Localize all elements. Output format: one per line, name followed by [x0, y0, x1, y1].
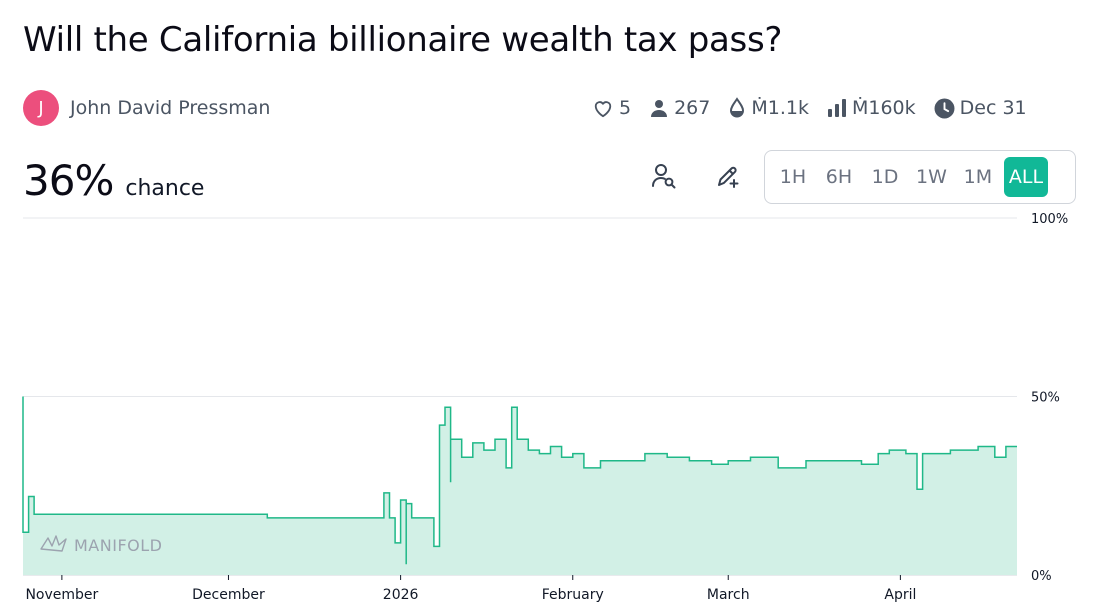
range-1d-button[interactable]: 1D — [871, 166, 899, 188]
add-annotation-button[interactable] — [712, 162, 744, 194]
time-range-selector: 1H 6H 1D 1W 1M ALL — [764, 150, 1076, 204]
clock-icon — [934, 98, 955, 119]
traders-count: 267 — [674, 97, 711, 119]
range-1w-button[interactable]: 1W — [916, 166, 947, 188]
search-trader-button[interactable] — [648, 162, 680, 194]
traders-stat[interactable]: 267 — [649, 97, 710, 119]
y-tick-label: 100% — [1031, 212, 1068, 227]
range-1h-button[interactable]: 1H — [779, 166, 807, 188]
x-tick-label: 2026 — [383, 587, 419, 603]
user-icon — [649, 98, 669, 118]
droplet-icon — [728, 97, 746, 119]
probability-value: 36% — [23, 156, 114, 205]
author-name[interactable]: John David Pressman — [70, 97, 271, 119]
range-1m-button[interactable]: 1M — [963, 166, 993, 188]
probability-label: chance — [125, 176, 205, 201]
likes-stat[interactable]: 5 — [592, 97, 631, 119]
probability-display: 36% chance — [23, 156, 204, 205]
volume-stat[interactable]: Ṁ160k — [827, 97, 916, 119]
range-6h-button[interactable]: 6H — [825, 166, 853, 188]
x-tick-label: March — [707, 587, 750, 603]
heart-icon — [592, 98, 614, 118]
volume-value: Ṁ160k — [851, 97, 916, 119]
x-tick-label: February — [542, 587, 604, 603]
x-tick-label: April — [884, 587, 916, 603]
author-link[interactable]: J John David Pressman — [23, 90, 270, 126]
bar-chart-icon — [827, 99, 847, 117]
likes-count: 5 — [619, 97, 632, 119]
market-title: Will the California billionaire wealth t… — [23, 20, 783, 60]
close-date-stat[interactable]: Dec 31 — [934, 97, 1027, 119]
pencil-plus-icon — [714, 162, 742, 194]
probability-chart[interactable]: 100% 50% 0% MANIFOLD November December 2026 Feb… — [0, 205, 1104, 610]
chart-svg[interactable]: 100% 50% 0% MANIFOLD November December 2026 Feb… — [0, 205, 1104, 610]
probability-line — [22, 396, 1017, 565]
watermark-text: MANIFOLD — [74, 536, 162, 555]
liquidity-value: Ṁ1.1k — [751, 97, 809, 119]
x-tick-label: November — [25, 587, 98, 603]
y-tick-label: 0% — [1031, 569, 1052, 584]
avatar[interactable]: J — [23, 90, 59, 126]
liquidity-stat[interactable]: Ṁ1.1k — [728, 97, 809, 119]
manifold-logo-icon — [40, 535, 67, 552]
range-all-button[interactable]: ALL — [1003, 157, 1049, 197]
y-tick-label: 50% — [1031, 391, 1060, 406]
probability-area — [23, 396, 1017, 575]
close-date: Dec 31 — [959, 97, 1027, 119]
market-stats: 5 267 Ṁ1.1k Ṁ160k Dec 31 — [592, 94, 1027, 122]
x-tick-label: December — [192, 587, 265, 603]
user-search-icon — [650, 162, 678, 194]
